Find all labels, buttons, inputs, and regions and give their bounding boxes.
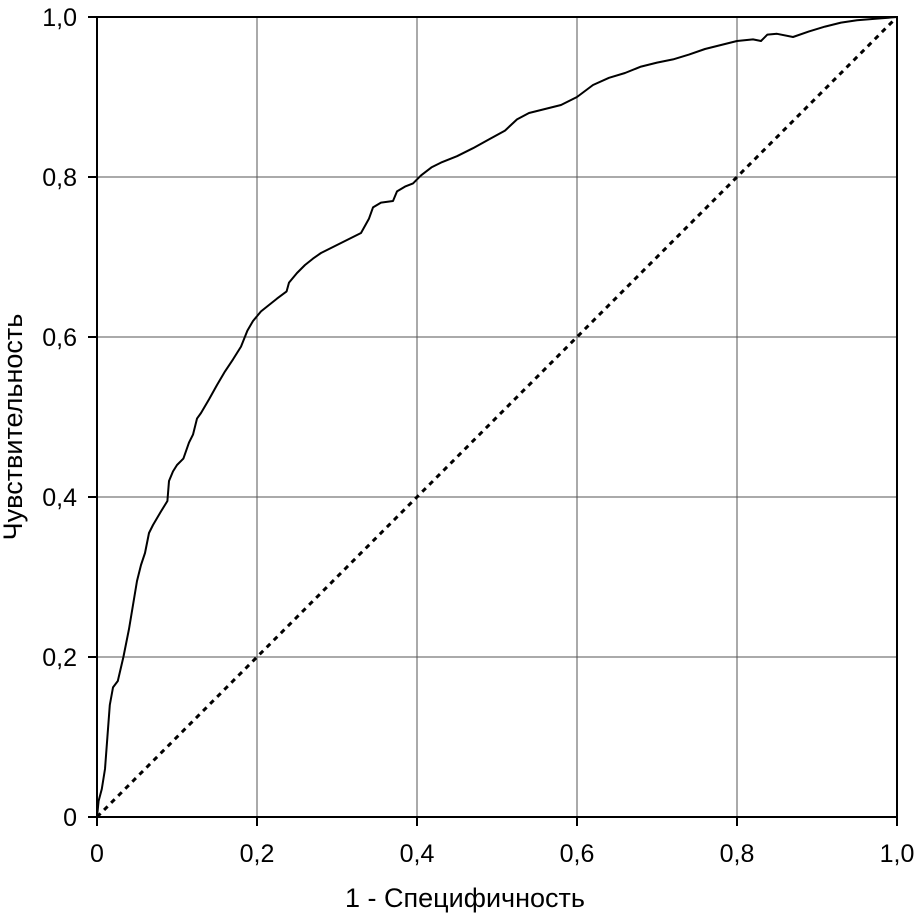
roc-curve-line: [96, 16, 898, 818]
reference-diagonal-line: [95, 15, 899, 819]
series-layer: [95, 15, 899, 819]
x-tick-label: 0,4: [400, 840, 435, 868]
x-tick-label: 0,6: [560, 840, 595, 868]
x-axis-ticks: 0 0,2 0,4 0,6 0,8 1,0: [90, 817, 914, 868]
y-tick-label: 0,2: [42, 644, 77, 672]
y-tick-label: 0: [63, 804, 77, 832]
x-axis-title: 1 - Специфичность: [345, 883, 585, 913]
y-tick-label: 0,8: [42, 164, 77, 192]
y-tick-label: 0,6: [42, 324, 77, 352]
x-tick-label: 0,8: [720, 840, 755, 868]
plot-frame: [96, 16, 898, 818]
y-tick-label: 0,4: [42, 484, 77, 512]
x-tick-label: 0: [90, 840, 104, 868]
grid-lines: [97, 17, 897, 817]
y-axis-title: Чувствительность: [0, 314, 28, 541]
y-tick-label: 1,0: [42, 4, 77, 32]
x-tick-label: 1,0: [880, 840, 915, 868]
x-tick-label: 0,2: [240, 840, 275, 868]
y-axis-ticks: 0 0,2 0,4 0,6 0,8 1,0: [42, 4, 97, 832]
